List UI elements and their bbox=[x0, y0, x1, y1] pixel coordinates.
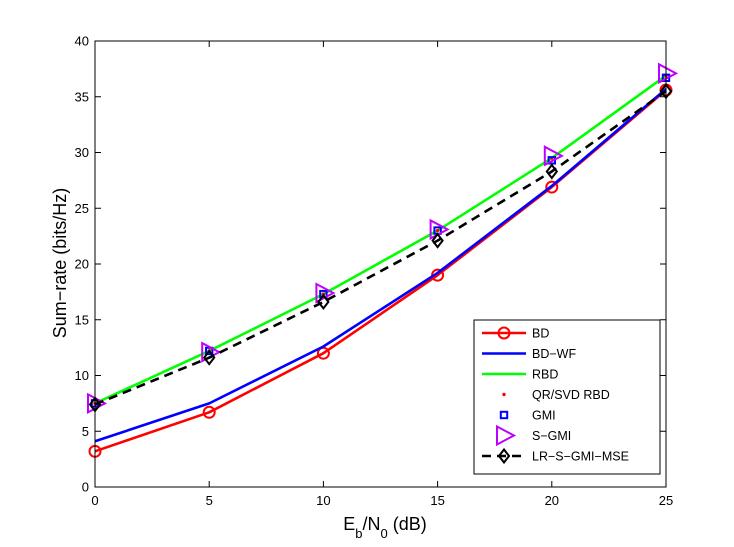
x-axis-label: Eb/N0 (dB) bbox=[343, 514, 427, 541]
y-tick-label: 10 bbox=[75, 368, 89, 383]
legend-label-qr-svd-rbd: QR/SVD RBD bbox=[532, 388, 610, 402]
x-axis-label-sep: /N bbox=[363, 514, 381, 534]
legend-label-lr-s-gmi-mse: LR−S−GMI−MSE bbox=[532, 450, 629, 464]
series-line-rbd bbox=[94, 74, 667, 405]
y-tick-label: 35 bbox=[75, 89, 89, 104]
x-axis-label-unit: (dB) bbox=[388, 514, 427, 534]
point-qr-svd-rbd-3 bbox=[435, 228, 440, 233]
series-rbd bbox=[94, 74, 667, 405]
y-tick-label: 20 bbox=[75, 257, 89, 272]
y-tick-label: 5 bbox=[82, 424, 89, 439]
series-line-bd-wf bbox=[94, 87, 667, 443]
legend-marker-bd bbox=[497, 326, 511, 340]
x-tick-label: 20 bbox=[545, 493, 559, 508]
x-axis-label-main: E bbox=[343, 514, 355, 534]
y-tick-label: 40 bbox=[75, 34, 89, 49]
legend-marker-qr-svd-rbd bbox=[502, 392, 506, 397]
y-tick-label: 25 bbox=[75, 201, 89, 216]
series-bd-wf bbox=[94, 87, 667, 443]
point-lr-s-gmi-mse-2 bbox=[317, 293, 330, 311]
point-bd-1 bbox=[202, 405, 216, 419]
point-lr-s-gmi-mse-1 bbox=[202, 349, 216, 366]
legend-label-s-gmi: S−GMI bbox=[532, 429, 571, 443]
x-tick-label: 10 bbox=[316, 493, 330, 508]
legend: BD BD−WF RBD QR/SVD RBD GMI S−GMI LR−S−GMI−MSE bbox=[473, 319, 661, 475]
point-bd-4 bbox=[545, 180, 559, 194]
legend-marker-s-gmi bbox=[496, 424, 517, 447]
x-tick-label: 0 bbox=[91, 493, 98, 508]
x-tick-label: 15 bbox=[430, 493, 444, 508]
legend-marker-lr-s-gmi-mse bbox=[497, 447, 511, 465]
legend-box bbox=[473, 319, 661, 475]
legend-label-gmi: GMI bbox=[532, 409, 556, 423]
series-line-lr-s-gmi-mse bbox=[94, 90, 667, 406]
point-s-gmi-5 bbox=[658, 62, 679, 84]
x-axis-label-sub2: 0 bbox=[381, 526, 388, 541]
legend-marker-gmi bbox=[499, 410, 509, 420]
y-tick-label: 0 bbox=[82, 480, 89, 495]
axes: 0 5 10 15 20 25 0 5 10 15 20 25 30 35 40 bbox=[75, 34, 674, 509]
legend-label-rbd: RBD bbox=[532, 368, 558, 382]
x-tick-label: 25 bbox=[659, 493, 673, 508]
point-lr-s-gmi-mse-4 bbox=[545, 163, 559, 180]
y-tick-label: 15 bbox=[75, 312, 89, 327]
y-axis-label: Sum−rate (bits/Hz) bbox=[50, 188, 70, 339]
legend-label-bd-wf: BD−WF bbox=[532, 347, 576, 361]
y-tick-label: 30 bbox=[75, 145, 89, 160]
x-axis-label-sub1: b bbox=[355, 526, 362, 541]
legend-label-bd: BD bbox=[532, 327, 549, 341]
point-s-gmi-3 bbox=[429, 218, 450, 241]
point-lr-s-gmi-mse-3 bbox=[431, 232, 444, 249]
x-tick-label: 5 bbox=[206, 493, 213, 508]
point-s-gmi-4 bbox=[543, 145, 564, 167]
